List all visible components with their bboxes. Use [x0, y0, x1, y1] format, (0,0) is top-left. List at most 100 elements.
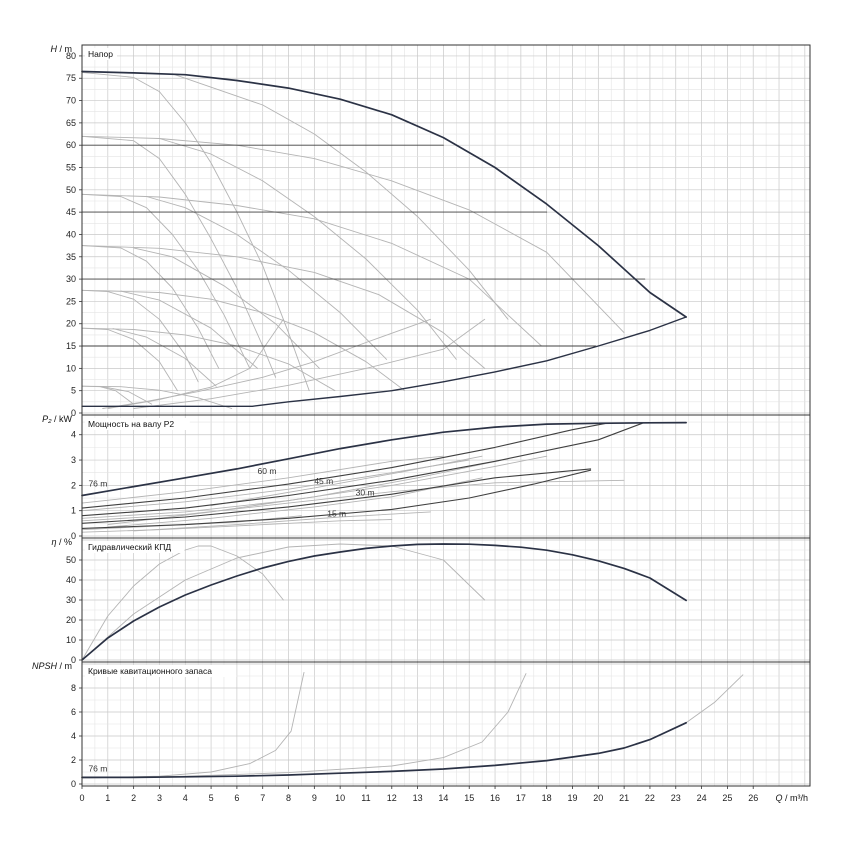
curve-layer [81, 70, 744, 779]
family-curve [102, 386, 153, 405]
panel-title-bg [85, 48, 117, 60]
family-curve [107, 318, 284, 409]
panel-frame [81, 661, 811, 787]
x-axis-label: Q / m³/h [775, 793, 808, 803]
x-tick-label: 5 [209, 793, 214, 803]
family-curve [81, 135, 625, 334]
x-tick-label: 12 [387, 793, 397, 803]
x-tick-label: 18 [542, 793, 552, 803]
max-performance-curve [81, 721, 687, 779]
x-tick-label: 20 [593, 793, 603, 803]
family-curve [81, 327, 336, 392]
y-tick-label: 0 [71, 408, 76, 418]
x-tick-label: 22 [645, 793, 655, 803]
x-tick-label: 8 [286, 793, 291, 803]
family-curve [81, 289, 406, 392]
x-tick-label: 23 [671, 793, 681, 803]
y-tick-label: 2 [71, 755, 76, 765]
iso-head-curve [81, 469, 592, 529]
family-curve [81, 673, 527, 779]
y-tick-label: 20 [66, 319, 76, 329]
x-tick-label: 1 [105, 793, 110, 803]
x-tick-label: 2 [131, 793, 136, 803]
y-tick-label: 50 [66, 185, 76, 195]
y-axis-label: P₂ / kW [42, 414, 72, 424]
y-axis-label: η / % [51, 537, 72, 547]
x-tick-label: 3 [157, 793, 162, 803]
curve-label: 15 m [327, 508, 346, 518]
family-curve [158, 138, 457, 360]
family-curve [81, 543, 486, 661]
family-curve [120, 290, 258, 369]
y-tick-label: 50 [66, 555, 76, 565]
curve-label: 60 m [258, 466, 277, 476]
x-tick-label: 26 [748, 793, 758, 803]
family-curve [81, 455, 444, 504]
x-tick-label: 4 [183, 793, 188, 803]
y-tick-label: 10 [66, 363, 76, 373]
curve-label: 45 m [314, 476, 333, 486]
x-tick-label: 13 [413, 793, 423, 803]
family-curve [133, 511, 431, 532]
y-tick-label: 75 [66, 73, 76, 83]
y-tick-label: 10 [66, 635, 76, 645]
panel-title-bg [85, 418, 190, 430]
iso-head-curve [81, 422, 643, 517]
x-tick-label: 19 [567, 793, 577, 803]
family-curve [81, 385, 233, 409]
panel-title-bg [85, 541, 185, 553]
family-curve [81, 479, 625, 522]
y-tick-label: 6 [71, 707, 76, 717]
family-curve [107, 477, 483, 528]
family-curve [146, 196, 388, 360]
max-performance-curve [81, 421, 687, 497]
y-tick-label: 0 [71, 531, 76, 541]
panel-title: Кривые кавитационного запаса [88, 666, 212, 676]
curve-label: 76 m [88, 479, 107, 489]
family-curve [81, 71, 310, 392]
family-curve [81, 327, 178, 392]
iso-head-curve [81, 468, 592, 524]
family-curve [133, 318, 486, 409]
family-curve [81, 193, 542, 347]
x-tick-label: 17 [516, 793, 526, 803]
x-tick-label: 7 [260, 793, 265, 803]
panel-title: Гидравлический КПД [88, 542, 171, 552]
y-tick-label: 40 [66, 575, 76, 585]
family-curve [171, 73, 509, 320]
family-curve [81, 245, 220, 369]
x-tick-label: 15 [464, 793, 474, 803]
family-curve [81, 245, 486, 369]
y-axis-label: H / m [51, 44, 73, 54]
y-tick-label: 4 [71, 430, 76, 440]
family-curve [81, 671, 305, 779]
family-curve [81, 135, 277, 378]
panel-title: Мощность на валу P2 [88, 419, 174, 429]
x-tick-label: 0 [79, 793, 84, 803]
family-curve [112, 328, 217, 387]
y-tick-label: 40 [66, 229, 76, 239]
family-curve [107, 458, 509, 526]
y-axis-label: NPSH / m [32, 661, 72, 671]
frame-layer [79, 44, 811, 789]
y-tick-label: 15 [66, 341, 76, 351]
y-tick-label: 4 [71, 731, 76, 741]
family-curve [81, 385, 135, 405]
x-tick-label: 21 [619, 793, 629, 803]
y-tick-label: 70 [66, 96, 76, 106]
family-curve [81, 545, 284, 661]
y-tick-label: 30 [66, 274, 76, 284]
family-curve [81, 289, 199, 383]
x-tick-label: 14 [438, 793, 448, 803]
y-tick-label: 8 [71, 683, 76, 693]
family-curve [133, 247, 320, 369]
x-tick-label: 24 [697, 793, 707, 803]
max-performance-curve [81, 543, 687, 661]
family-curve [102, 318, 431, 409]
y-tick-label: 1 [71, 506, 76, 516]
y-tick-label: 45 [66, 207, 76, 217]
x-tick-label: 9 [312, 793, 317, 803]
y-tick-label: 2 [71, 480, 76, 490]
